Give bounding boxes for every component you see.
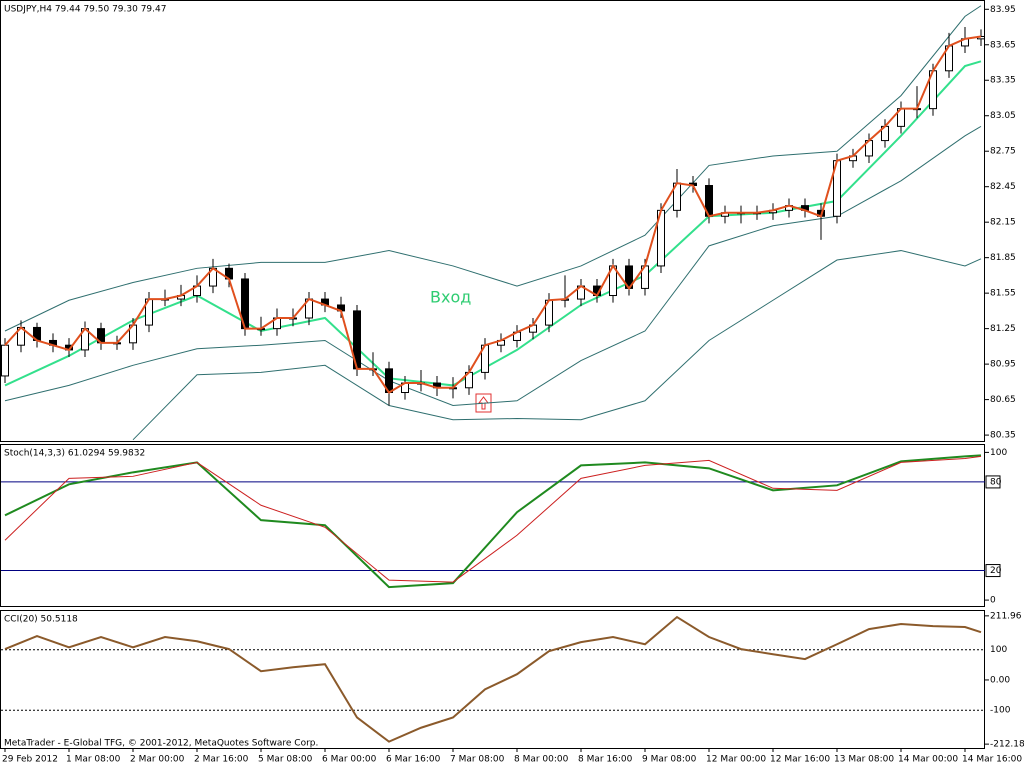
annotation: Вход <box>430 288 471 307</box>
panel-title: Stoch(14,3,3) 61.0294 59.9832 <box>4 449 145 459</box>
close-line <box>4 35 982 394</box>
footer: MetaTrader - E-Global TFG, © 2001-2012, … <box>4 739 318 749</box>
y-tick-label: 83.35 <box>990 76 1016 86</box>
level-label: 100 <box>990 645 1007 655</box>
panel-title: CCI(20) 50.5118 <box>4 615 78 625</box>
y-tick-label: 83.65 <box>990 40 1016 50</box>
y-tick-label: 81.55 <box>990 289 1016 299</box>
stoch-frame <box>0 444 985 607</box>
y-tick-label: 80.65 <box>990 395 1016 405</box>
y-tick-label: 83.95 <box>990 5 1016 15</box>
level-label: 20 <box>990 566 1002 576</box>
level-label: -100 <box>990 706 1011 716</box>
y-tick-label: 80.35 <box>990 431 1016 441</box>
indicator-line <box>4 60 982 387</box>
x-tick-label: 5 Mar 08:00 <box>258 755 313 765</box>
level-box <box>985 475 1001 489</box>
y-tick-label: 82.45 <box>990 182 1016 192</box>
y-tick-label: 82.15 <box>990 218 1016 228</box>
y-tick-label: 81.25 <box>990 324 1016 334</box>
indicator-line <box>4 455 982 583</box>
x-tick-label: 8 Mar 00:00 <box>514 755 569 765</box>
x-tick-label: 1 Mar 08:00 <box>66 755 121 765</box>
price-frame <box>0 0 985 442</box>
y-tick-label: 82.75 <box>990 147 1016 157</box>
x-tick-label: 7 Mar 08:00 <box>450 755 505 765</box>
y-tick-label: 211.96 <box>990 611 1022 621</box>
y-tick-label: 81.85 <box>990 253 1016 263</box>
indicator-line <box>4 454 982 589</box>
x-tick-label: 8 Mar 16:00 <box>578 755 633 765</box>
x-tick-label: 14 Mar 00:00 <box>898 755 958 765</box>
x-tick-label: 2 Mar 16:00 <box>194 755 249 765</box>
indicator-line <box>4 615 982 743</box>
x-tick-label: 12 Mar 16:00 <box>770 755 830 765</box>
x-tick-label: 14 Mar 16:00 <box>962 755 1022 765</box>
y-tick-label: 83.05 <box>990 111 1016 121</box>
cci-frame <box>0 610 985 749</box>
x-tick-label: 12 Mar 00:00 <box>706 755 766 765</box>
indicator-line <box>4 5 982 332</box>
x-tick-label: 9 Mar 08:00 <box>642 755 697 765</box>
indicator-line <box>4 125 982 407</box>
panel-title: USDJPY,H4 79.44 79.50 79.30 79.47 <box>4 5 166 15</box>
x-tick-label: 6 Mar 16:00 <box>386 755 441 765</box>
y-tick-label: 80.95 <box>990 360 1016 370</box>
level-label: 80 <box>990 477 1002 487</box>
y-tick-label: 0.00 <box>990 675 1010 685</box>
level-box <box>985 564 1001 578</box>
x-tick-label: 2 Mar 00:00 <box>130 755 185 765</box>
x-tick-label: 29 Feb 2012 <box>2 755 58 765</box>
x-tick-label: 6 Mar 00:00 <box>322 755 377 765</box>
y-tick-label: 0 <box>990 596 996 606</box>
y-tick-label: 100 <box>990 448 1007 458</box>
candle-body <box>1 344 9 377</box>
indicator-line <box>132 250 982 441</box>
y-tick-label: -212.189 <box>990 740 1024 750</box>
x-tick-label: 13 Mar 08:00 <box>834 755 894 765</box>
